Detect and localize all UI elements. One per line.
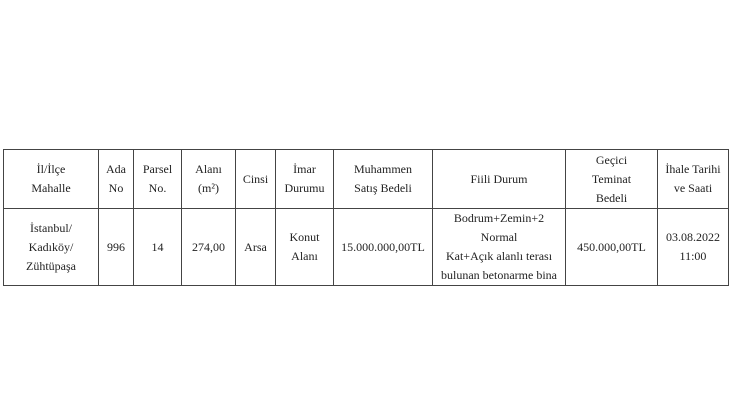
cell-line: Alanı xyxy=(291,249,318,263)
cell-line: İmar xyxy=(293,162,316,176)
header-row: İl/İlçe Mahalle Ada No Parsel No. Alanı (m²) Cin… xyxy=(3,149,729,209)
cell-line: Parsel xyxy=(142,162,173,176)
cell-line: Bedeli xyxy=(595,190,628,205)
header-fiili-durum: Fiili Durum xyxy=(432,149,566,209)
cell-line: Cinsi xyxy=(242,171,269,186)
cell-ada-no: 996 xyxy=(98,208,134,286)
cell-line: Zühtüpaşa xyxy=(26,258,76,273)
cell-line: Satış Bedeli xyxy=(354,181,412,195)
cell-line: 14 xyxy=(151,239,164,254)
cell-cinsi: Arsa xyxy=(235,208,276,286)
header-muhammen-satis-bedeli: Muhammen Satış Bedeli xyxy=(333,149,433,209)
cell-line: (m²) xyxy=(198,181,219,195)
cell-line: 450.000,00TL xyxy=(577,239,646,254)
header-alani: Alanı (m²) xyxy=(181,149,236,209)
header-imar-durumu: İmar Durumu xyxy=(275,149,334,209)
cell-muhammen-satis-bedeli: 15.000.000,00TL xyxy=(333,208,433,286)
header-il-ilce-mahalle: İl/İlçe Mahalle xyxy=(3,149,99,209)
cell-line: Kat+Açık alanlı terası xyxy=(445,249,553,263)
table-row: İstanbul/Kadıköy/Zühtüpaşa 996 14 274,00 Ars… xyxy=(3,208,729,286)
cell-gecici-teminat-bedeli: 450.000,00TL xyxy=(565,208,658,286)
cell-line: Kadıköy/ xyxy=(28,239,74,254)
cell-line: Muhammen xyxy=(354,162,412,176)
cell-line: 03.08.2022 xyxy=(666,230,720,244)
cell-line: Arsa xyxy=(244,239,267,254)
cell-line: 15.000.000,00TL xyxy=(341,239,425,254)
cell-line: Mahalle xyxy=(31,181,71,195)
header-ada-no: Ada No xyxy=(98,149,134,209)
cell-line: Teminat xyxy=(591,171,632,186)
header-ihale-tarihi-saati: İhale Tarihi ve Saati xyxy=(657,149,729,209)
cell-line: İhale Tarihi xyxy=(665,162,721,176)
cell-line: 11:00 xyxy=(679,249,707,263)
cell-il-ilce-mahalle: İstanbul/Kadıköy/Zühtüpaşa xyxy=(3,208,99,286)
cell-fiili-durum: Bodrum+Zemin+2 Normal Kat+Açık alanlı ter… xyxy=(432,208,566,286)
cell-line: Geçici xyxy=(595,152,628,167)
cell-imar-durumu: Konut Alanı xyxy=(275,208,334,286)
header-parsel-no: Parsel No. xyxy=(133,149,182,209)
cell-line: İstanbul/ xyxy=(30,220,72,235)
cell-line: Durumu xyxy=(284,181,325,195)
cell-ihale-tarihi-saati: 03.08.2022 11:00 xyxy=(657,208,729,286)
cell-line: 996 xyxy=(107,239,125,254)
cell-line: No. xyxy=(148,181,167,195)
cell-parsel-no: 14 xyxy=(133,208,182,286)
cell-line: 274,00 xyxy=(192,239,225,254)
header-gecici-teminat-bedeli: Geçici Teminat Bedeli xyxy=(565,149,658,209)
cell-alani: 274,00 xyxy=(181,208,236,286)
cell-line: Bodrum+Zemin+2 Normal xyxy=(453,211,545,244)
cell-line: bulunan betonarme bina xyxy=(441,268,557,282)
cell-line: İl/İlçe xyxy=(36,162,66,176)
header-cinsi: Cinsi xyxy=(235,149,276,209)
cell-line: Alanı xyxy=(195,162,222,176)
cell-line: Ada xyxy=(106,162,126,176)
cell-line: ve Saati xyxy=(673,181,713,195)
auction-table: İl/İlçe Mahalle Ada No Parsel No. Alanı (m²) Cin… xyxy=(3,149,729,286)
cell-line: No xyxy=(108,181,124,195)
cell-line: Fiili Durum xyxy=(470,171,528,186)
cell-line: Konut xyxy=(289,230,320,244)
